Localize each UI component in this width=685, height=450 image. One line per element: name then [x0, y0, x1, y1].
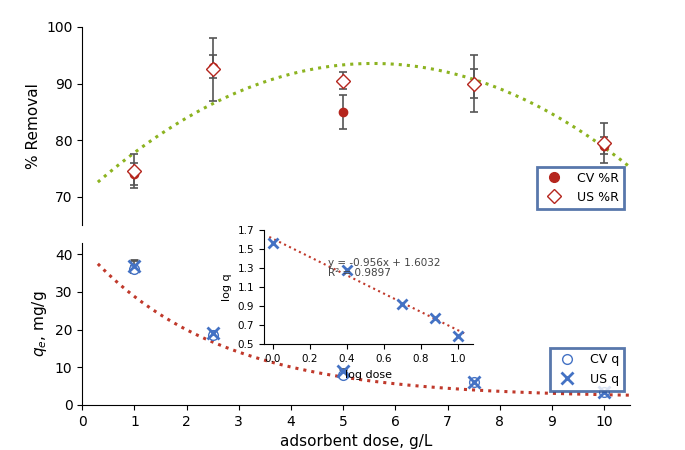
- Y-axis label: log q: log q: [222, 273, 232, 301]
- Y-axis label: % Removal: % Removal: [25, 83, 40, 169]
- Y-axis label: $q_e$, mg/g: $q_e$, mg/g: [30, 291, 49, 357]
- Legend: CV %R, US %R: CV %R, US %R: [537, 166, 624, 209]
- X-axis label: log dose: log dose: [345, 369, 392, 379]
- Text: y = -0.956x + 1.6032: y = -0.956x + 1.6032: [328, 258, 441, 268]
- Legend: CV q, US q: CV q, US q: [549, 348, 624, 391]
- Text: R² = 0.9897: R² = 0.9897: [328, 268, 391, 279]
- X-axis label: adsorbent dose, g/L: adsorbent dose, g/L: [280, 434, 432, 449]
